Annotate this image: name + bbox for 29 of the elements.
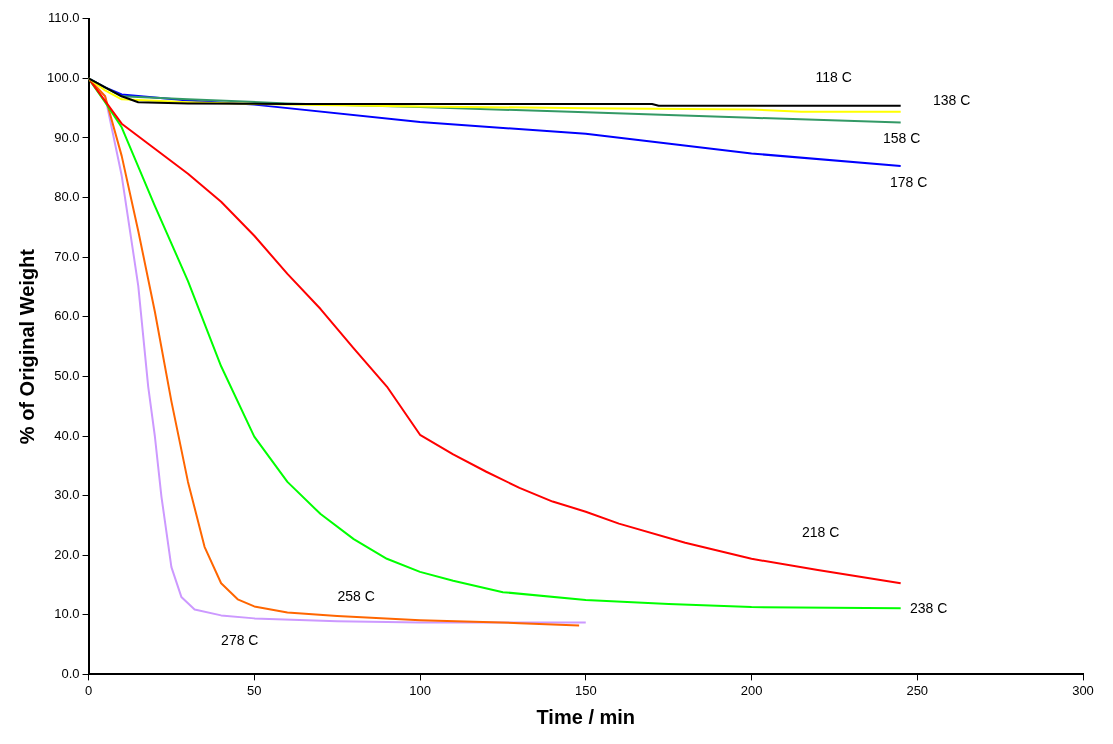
series-label: 118 C: [815, 68, 852, 85]
text: 138 C: [933, 91, 971, 108]
y-tick-label: 60.0: [54, 308, 80, 324]
y-axis-title: % of Original Weight: [15, 248, 38, 445]
y-tick-label: 110.0: [47, 10, 80, 26]
x-tick-label: 0: [84, 682, 93, 698]
y-tick-label: 10.0: [54, 606, 80, 622]
y-tick-label: 30.0: [54, 487, 80, 503]
series-label: 178 C: [890, 173, 928, 190]
series-label: 238 C: [910, 600, 948, 617]
x-axis-title: Time / min: [536, 705, 636, 728]
y-tick-label: 100.0: [46, 69, 80, 85]
series-label: 158 C: [883, 130, 921, 147]
x-tick-label: 200: [740, 682, 763, 698]
x-tick-label: 150: [574, 682, 597, 698]
y-tick-label: 40.0: [54, 427, 80, 443]
x-tick-label: 250: [906, 682, 929, 698]
x-tick-label: 300: [1072, 682, 1094, 698]
x-tick-label: 100: [409, 682, 431, 698]
x-tick-label: 50: [247, 682, 262, 698]
series-label: 218 C: [802, 524, 840, 541]
y-tick-label: 50.0: [54, 367, 80, 383]
y-tick-label: 0.0: [61, 665, 80, 681]
series-label: 258 C: [337, 588, 375, 605]
y-tick-label: 90.0: [54, 129, 80, 145]
y-tick-label: 70.0: [54, 248, 80, 264]
y-tick-label: 80.0: [54, 189, 80, 205]
series-label: 278 C: [221, 632, 259, 649]
y-tick-label: 20.0: [54, 546, 80, 562]
